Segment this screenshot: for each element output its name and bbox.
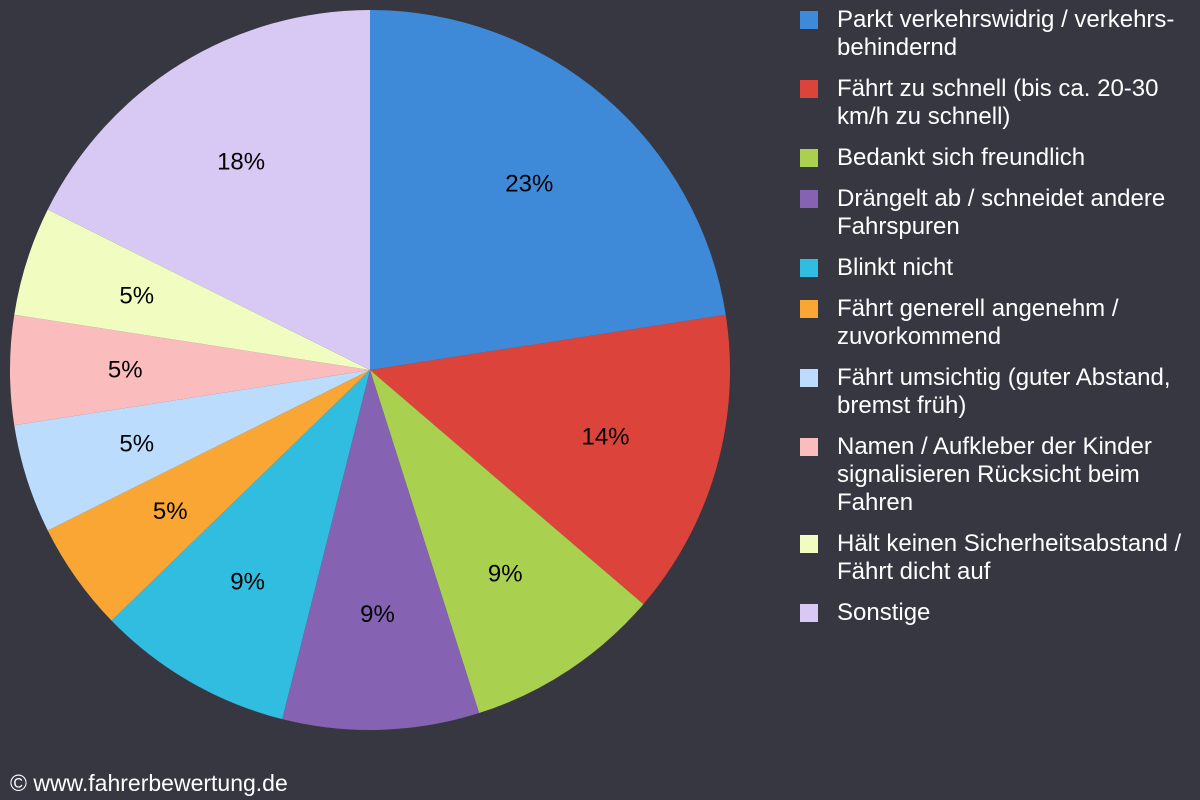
legend-item-10: Sonstige [800,599,1196,627]
legend-label: Blinkt nicht [837,254,954,281]
pie-slice-5 [111,370,371,720]
pie-slice-1 [370,10,726,370]
legend-item-4: Drängelt ab / schneidet andere Fahrspure… [800,185,1196,241]
legend-item-6: Fährt generell angenehm / zuvorkommend [800,295,1196,351]
legend-swatch [800,300,818,318]
slice-label-8: 5% [108,357,143,384]
legend-label: Fährt zu schnell (bis ca. 20-30 km/h zu … [837,75,1159,130]
legend-item-7: Fährt umsichtig (guter Abstand, bremst f… [800,364,1196,420]
legend: Parkt verkehrswidrig / verkehrs-behinder… [800,6,1196,640]
legend-swatch [800,190,818,208]
legend-swatch [800,259,818,277]
legend-swatch [800,369,818,387]
pie-chart: 23% 14% 9% 9% 9% 5% 5% 5% 5% 18% [9,10,731,731]
legend-label: Fährt umsichtig (guter Abstand, bremst f… [837,364,1171,419]
slice-label-9: 5% [119,282,154,309]
legend-item-2: Fährt zu schnell (bis ca. 20-30 km/h zu … [800,75,1196,131]
pie-slice-4 [282,370,480,731]
legend-item-9: Hält keinen Sicherheitsabstand / Fährt d… [800,530,1196,586]
legend-item-8: Namen / Aufkleber der Kinder signalisier… [800,433,1196,517]
slice-label-2: 14% [581,424,629,451]
slice-label-4: 9% [360,601,395,628]
slice-label-5: 9% [230,569,265,596]
legend-label: Drängelt ab / schneidet andere Fahrspure… [837,185,1166,240]
legend-label: Hält keinen Sicherheitsabstand / Fährt d… [837,530,1182,585]
legend-swatch [800,149,818,167]
legend-swatch [800,438,818,456]
pie-slice-3 [370,370,644,714]
pie-slice-10 [47,10,371,370]
legend-item-3: Bedankt sich freundlich [800,144,1196,172]
legend-swatch [800,535,818,553]
legend-label: Namen / Aufkleber der Kinder signalisier… [837,433,1152,516]
pie-slice-8 [9,314,371,426]
slice-label-1: 23% [505,171,553,198]
pie-slice-6 [47,370,371,621]
legend-label: Sonstige [837,599,931,626]
legend-label: Bedankt sich freundlich [837,144,1086,171]
pie-slice-2 [370,314,731,605]
legend-swatch [800,80,818,98]
copyright-footer: © www.fahrerbewertung.de [10,770,288,796]
slice-label-3: 9% [488,561,523,588]
legend-item-1: Parkt verkehrswidrig / verkehrs-behinder… [800,6,1196,62]
legend-swatch [800,604,818,622]
legend-item-5: Blinkt nicht [800,254,1196,282]
slice-label-7: 5% [119,431,154,458]
slice-label-6: 5% [153,498,188,525]
slice-label-10: 18% [217,148,265,175]
pie-slice-7 [14,370,370,531]
legend-label: Fährt generell angenehm / zuvorkommend [837,295,1119,350]
pie-slice-9 [14,209,370,370]
legend-swatch [800,11,818,29]
legend-label: Parkt verkehrswidrig / verkehrs-behinder… [837,6,1175,61]
